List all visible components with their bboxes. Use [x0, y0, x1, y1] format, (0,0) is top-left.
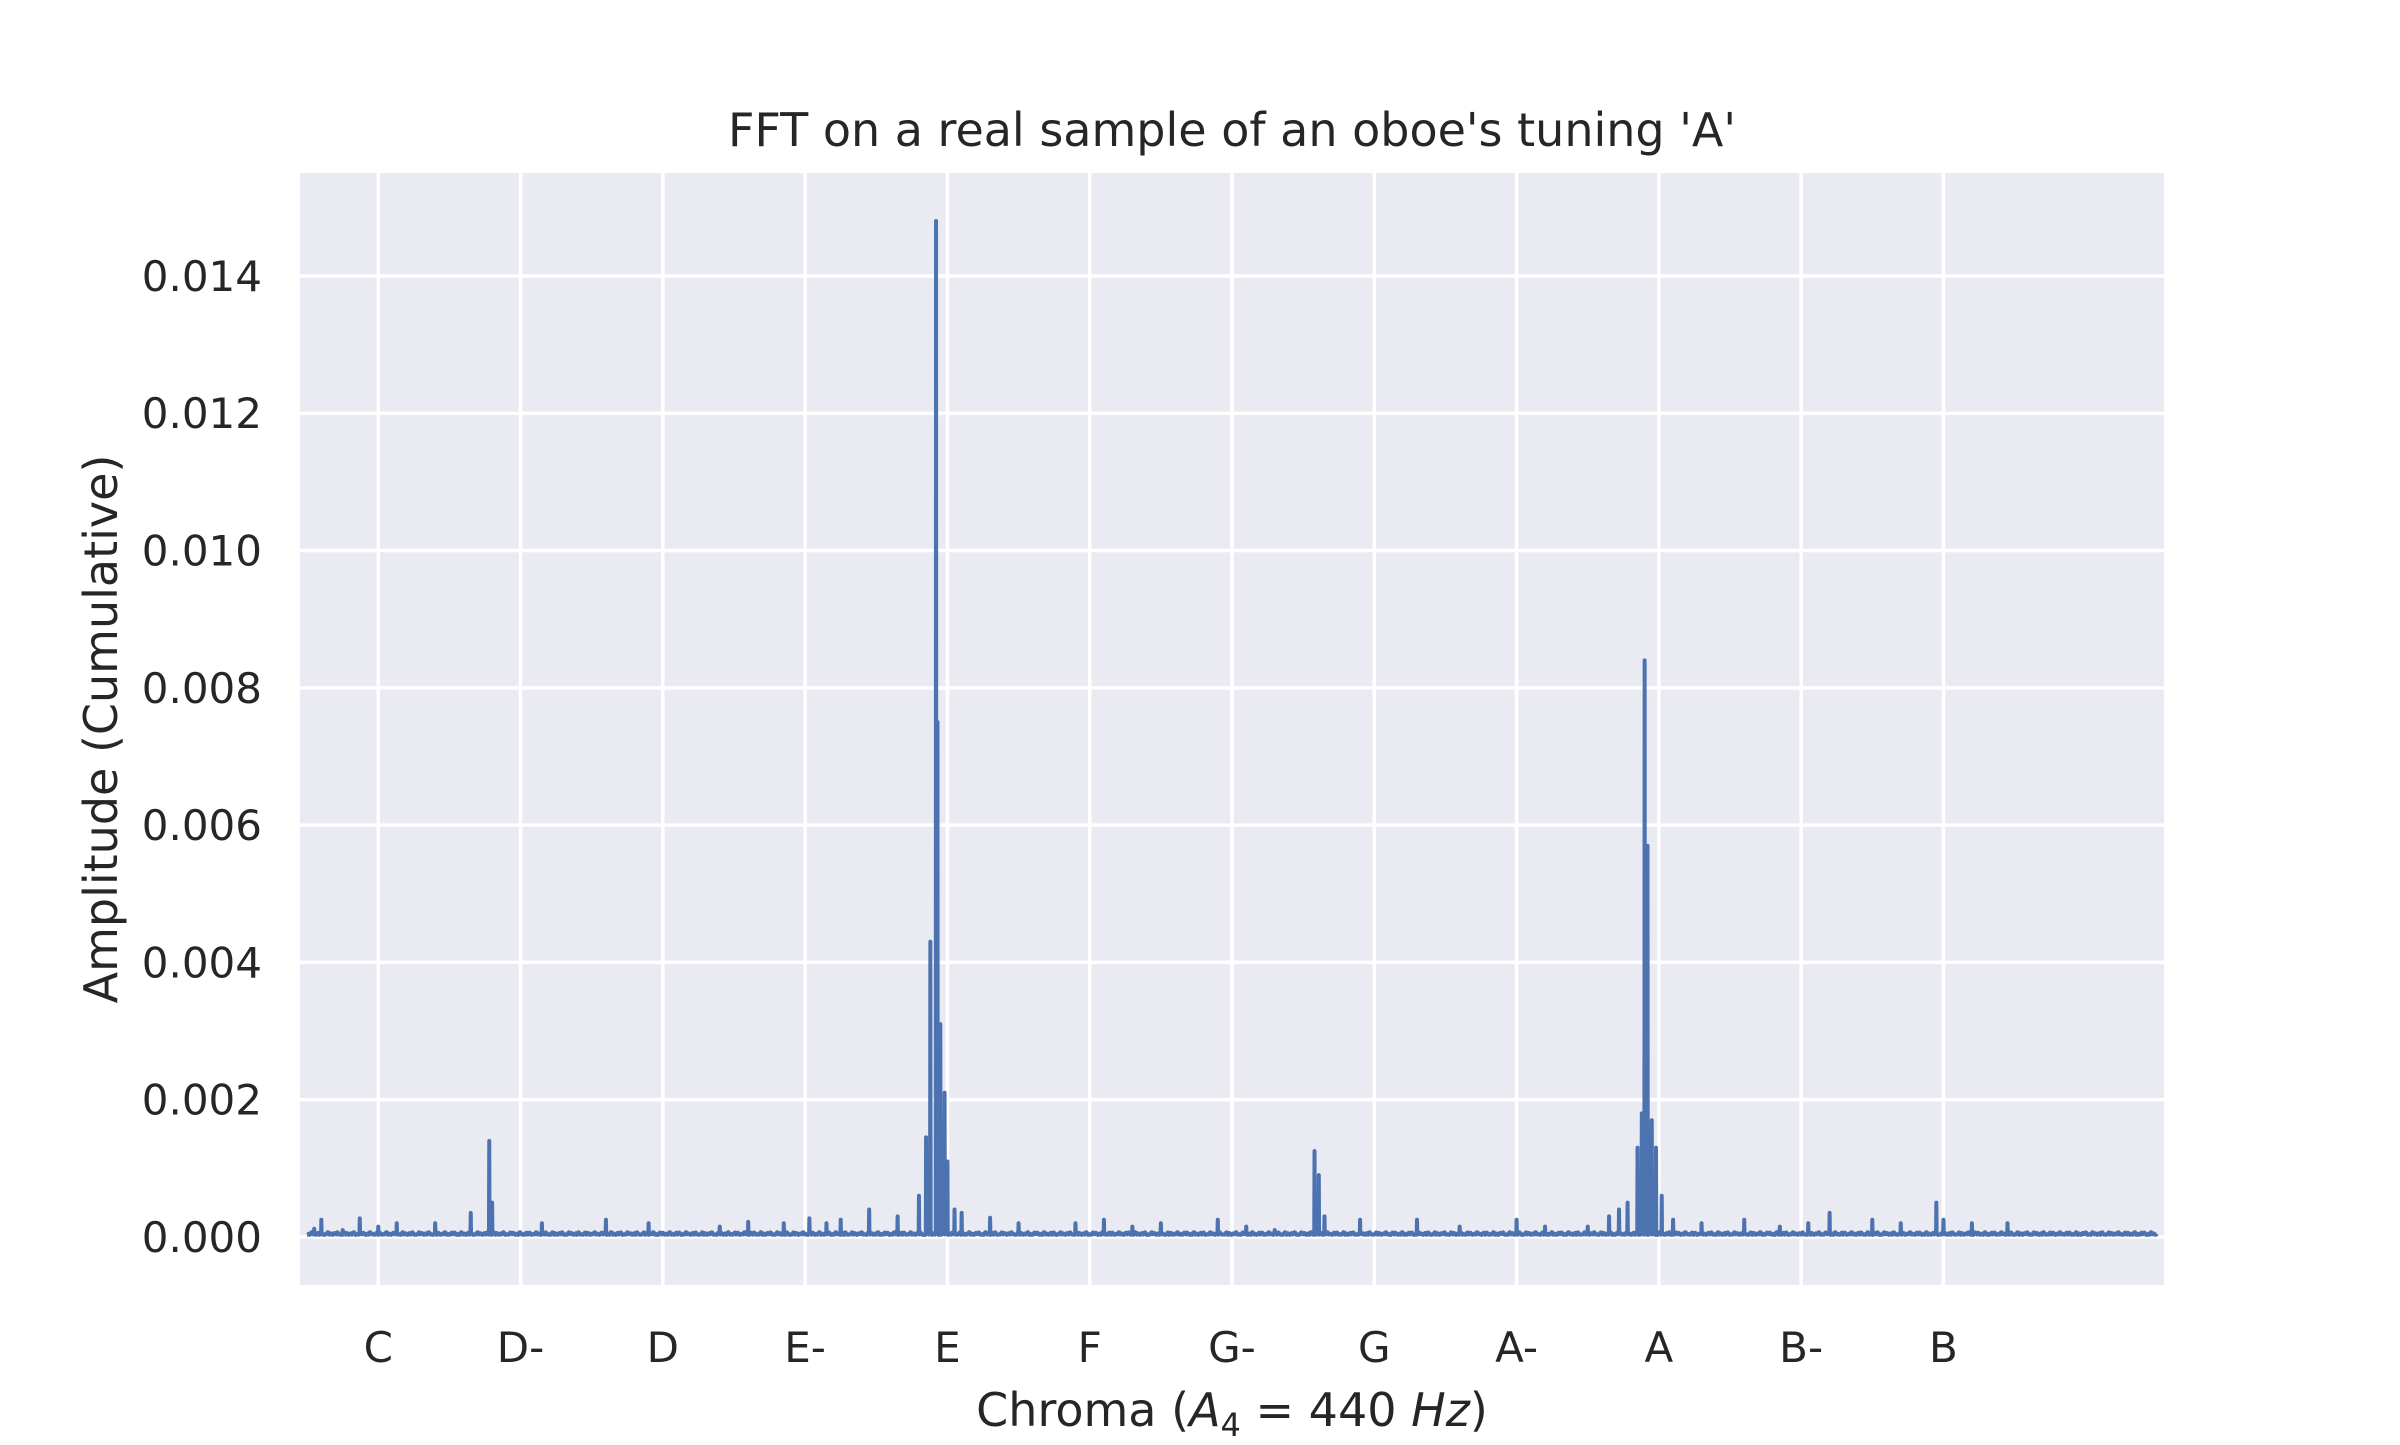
x-tick-label: D- — [497, 1323, 545, 1372]
x-tick-label: A- — [1495, 1323, 1538, 1372]
y-tick-label: 0.006 — [142, 801, 262, 850]
x-axis-label-suffix: ) — [1470, 1383, 1488, 1437]
x-tick-label: A — [1645, 1323, 1674, 1372]
x-axis-label-mid: = 440 — [1241, 1383, 1411, 1437]
x-tick-label: G — [1358, 1323, 1391, 1372]
y-tick-label: 0.000 — [142, 1213, 262, 1262]
y-tick-label: 0.010 — [142, 527, 262, 576]
x-axis-label-sub: 4 — [1221, 1406, 1241, 1440]
x-axis-label-var: A — [1186, 1383, 1220, 1437]
y-tick-label: 0.012 — [142, 389, 262, 438]
y-tick-label: 0.008 — [142, 664, 262, 713]
y-axis-ticks: 0.000 0.002 0.004 0.006 0.008 0.010 0.012 0.014 — [142, 252, 262, 1262]
y-tick-label: 0.014 — [142, 252, 262, 301]
x-axis-label: Chroma (A4 = 440 Hz) — [976, 1383, 1488, 1440]
chart-title: FFT on a real sample of an oboe's tuning… — [728, 103, 1736, 157]
x-tick-label: C — [364, 1323, 393, 1372]
y-tick-label: 0.002 — [142, 1076, 262, 1125]
x-tick-label: F — [1078, 1323, 1102, 1372]
x-tick-label: E- — [784, 1323, 826, 1372]
x-tick-label: B — [1929, 1323, 1958, 1372]
x-axis-label-unit: Hz — [1411, 1383, 1471, 1437]
x-tick-label: E — [934, 1323, 961, 1372]
y-axis-label: Amplitude (Cumulative) — [74, 455, 128, 1004]
x-axis-ticks: C D- D E- E F G- G A- A B- B — [364, 1323, 1958, 1372]
x-tick-label: D — [647, 1323, 679, 1372]
x-tick-label: B- — [1779, 1323, 1823, 1372]
x-tick-label: G- — [1208, 1323, 1256, 1372]
x-axis-label-prefix: Chroma ( — [976, 1383, 1189, 1437]
y-tick-label: 0.004 — [142, 938, 262, 987]
